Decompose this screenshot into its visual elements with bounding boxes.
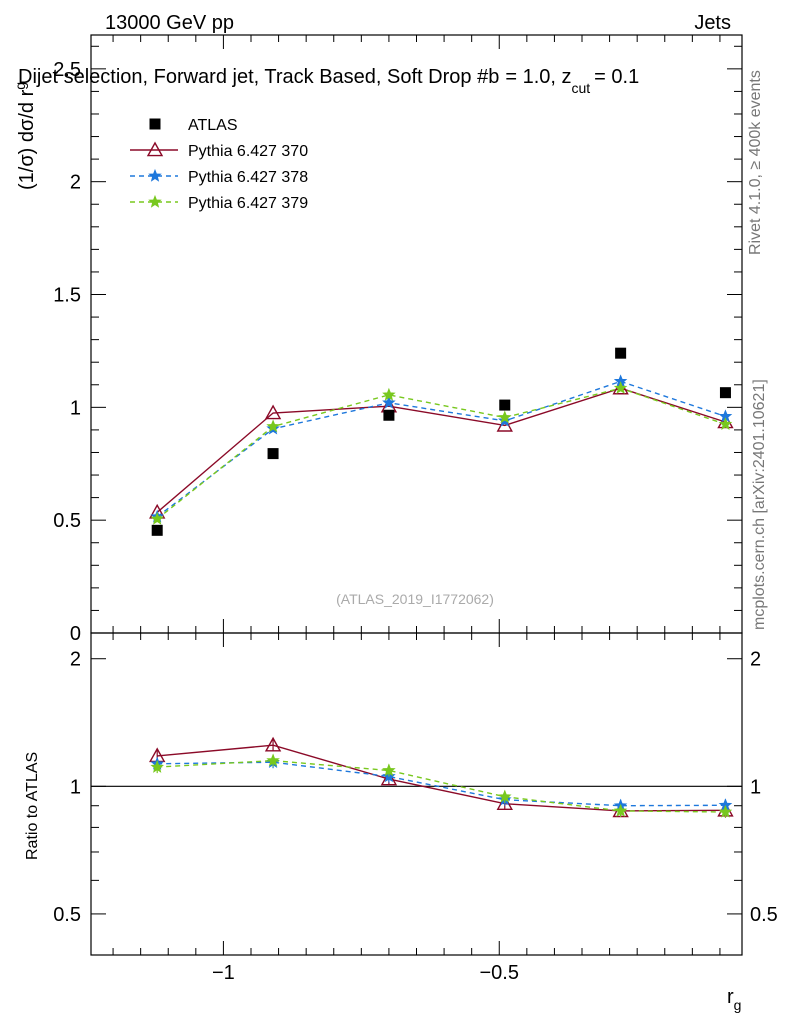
ratio-plot-frame [90,632,743,956]
data-point [264,404,282,420]
data-point [150,511,164,525]
legend-marker [149,118,161,130]
data-point [383,409,395,421]
legend-label: ATLAS [188,117,238,134]
ratio-y-axis-label: Ratio to ATLAS [24,752,41,860]
data-point [719,387,731,399]
series-line-3 [156,387,726,520]
y-tick-label: 1.5 [53,285,81,307]
legend-label: Pythia 6.427 378 [188,169,308,186]
ratio-y-tick-label: 1 [70,776,81,798]
data-point [498,410,512,424]
ratio-point [264,736,282,752]
data-point [382,395,396,409]
ratio-y-tick-label: 2 [70,649,81,671]
data-point [382,387,396,401]
ratio-line-2 [157,761,726,807]
x-tick-label: −1 [212,962,235,984]
ratio-point [266,753,280,767]
data-point [613,381,628,394]
data-point [615,347,627,359]
x-tick-label: −0.5 [480,962,519,984]
y-axis-label: (1/σ) dσ/d rg [12,82,38,190]
legend-label: Pythia 6.427 370 [188,143,308,160]
ratio-point [382,763,396,777]
ratio-line-3 [157,759,726,813]
ratio-point [613,803,628,817]
mcplots-label: mcplots.cern.ch [arXiv:2401.10621] [751,379,768,630]
y-tick-label: 1 [70,397,81,419]
data-point [499,399,511,411]
ratio-point [498,789,512,803]
series-line-2 [156,380,726,518]
ratio-y-tick-label-right: 0.5 [750,904,778,926]
analysis-watermark: (ATLAS_2019_I1772062) [336,591,494,607]
rivet-label: Rivet 4.1.0, ≥ 400k events [747,70,764,255]
y-tick-label: 2.5 [53,59,81,81]
data-point [151,524,163,536]
legend-marker [148,194,162,208]
ratio-line-1 [157,744,726,812]
ratio-point [150,759,164,773]
legend-marker [148,168,162,182]
data-point [718,417,733,430]
energy-label: 13000 GeV pp [105,12,234,34]
ratio-point [718,804,733,818]
data-point [267,448,279,460]
y-tick-label: 0.5 [53,510,81,532]
y-tick-label: 0 [70,623,81,645]
x-axis-label: rg [727,986,741,1013]
data-point [266,419,280,433]
ratio-y-tick-label-right: 2 [750,649,761,671]
chart-title: Dijet selection, Forward jet, Track Base… [18,66,639,96]
jets-label: Jets [694,12,731,34]
legend-label: Pythia 6.427 379 [188,195,308,212]
ratio-point [380,770,398,786]
legend-marker [146,141,164,157]
ratio-y-tick-label-right: 1 [750,776,761,798]
y-tick-label: 2 [70,172,81,194]
ratio-y-tick-label: 0.5 [53,904,81,926]
